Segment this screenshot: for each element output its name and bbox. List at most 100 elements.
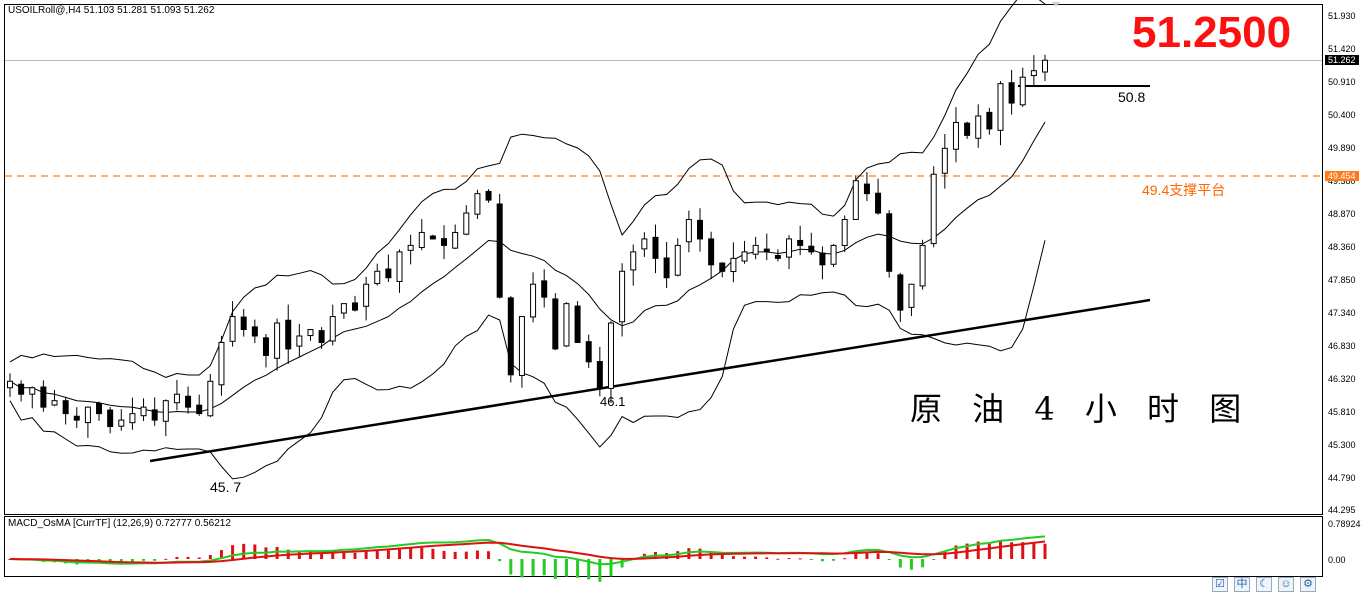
candle-body	[641, 238, 648, 250]
checkbox-icon[interactable]: ☑	[1212, 577, 1228, 592]
macd-line	[9, 535, 1046, 566]
candle-body	[886, 213, 893, 272]
resistance-label: 50.8	[1118, 89, 1146, 105]
macd-histogram-bar	[743, 556, 747, 559]
candle-body	[852, 180, 859, 220]
candle-body	[185, 395, 192, 408]
moon-icon[interactable]: ☾	[1256, 577, 1272, 592]
candle-body	[530, 283, 537, 318]
candle-body	[674, 244, 681, 276]
macd-histogram-bar	[364, 551, 368, 559]
candle-body	[741, 251, 748, 262]
candle-body	[708, 238, 715, 266]
macd-histogram-bar	[765, 557, 769, 559]
price-tick: 49.890	[1328, 142, 1356, 153]
macd-histogram-bar	[475, 550, 479, 559]
candle-body	[596, 361, 603, 389]
candle-body	[118, 419, 125, 427]
macd-histogram-bar	[876, 553, 880, 559]
candle-body	[1008, 82, 1015, 104]
macd-histogram-bar	[553, 559, 557, 580]
candle-body	[541, 280, 548, 298]
candle-body	[663, 257, 670, 279]
band-lower	[9, 240, 1046, 480]
candle-body	[385, 268, 392, 279]
candle-body	[630, 251, 637, 271]
candle-body	[763, 248, 770, 253]
macd-title: MACD_OsMA [CurrTF] (12,26,9) 0.72777 0.5…	[8, 518, 231, 529]
candle-body	[819, 252, 826, 266]
chinese-input-icon[interactable]: 中	[1234, 577, 1250, 592]
candle-body	[774, 254, 781, 259]
macd-histogram-bar	[898, 559, 902, 568]
candle-body	[619, 270, 626, 323]
macd-histogram-bar	[987, 542, 991, 559]
candle-body	[908, 283, 915, 308]
macd-histogram-bar	[130, 559, 134, 563]
candles	[7, 54, 1048, 438]
macd-histogram-bar	[832, 559, 836, 561]
macd-histogram-bar	[498, 559, 502, 562]
candle-body	[574, 305, 581, 343]
macd-indicator	[8, 535, 1047, 582]
bollinger-bands	[9, 0, 1046, 480]
macd-histogram-bar	[865, 551, 869, 559]
candle-body	[73, 415, 80, 421]
macd-histogram-bar	[320, 553, 324, 559]
candle-body	[107, 409, 114, 428]
macd-histogram-bar	[887, 559, 891, 560]
chinese-title: 原 油 4 小 时 图	[910, 390, 1252, 428]
macd-histogram-bar	[754, 556, 758, 559]
candle-body	[18, 383, 25, 395]
price-tick: 44.790	[1328, 472, 1356, 483]
chart-title: USOILRoll@,H4 51.103 51.281 51.093 51.26…	[8, 5, 215, 16]
macd-histogram-bar	[998, 540, 1002, 559]
macd-axis-top: 0.78924	[1328, 519, 1361, 529]
candle-body	[40, 386, 47, 408]
settings-icon[interactable]: ⚙	[1300, 577, 1316, 592]
price-tick: 48.870	[1328, 208, 1356, 219]
macd-histogram-bar	[442, 550, 446, 559]
candle-body	[941, 147, 948, 174]
candle-body	[997, 83, 1004, 131]
macd-histogram-bar	[587, 559, 591, 580]
macd-frame	[4, 516, 1323, 577]
macd-histogram-bar	[687, 548, 691, 559]
macd-axis-zero: 0.00	[1328, 555, 1346, 565]
candle-body	[251, 326, 258, 337]
candle-body	[229, 316, 236, 342]
candle-body	[7, 380, 13, 389]
macd-histogram-bar	[843, 558, 847, 560]
macd-histogram-bar	[820, 559, 824, 562]
current-price-tag: 51.262	[1325, 55, 1359, 65]
candle-body	[786, 238, 793, 258]
macd-histogram-bar	[219, 550, 223, 559]
candle-body	[207, 380, 214, 417]
candle-body	[352, 302, 358, 311]
smiley-icon[interactable]: ☺	[1278, 577, 1294, 592]
candle-body	[719, 262, 726, 272]
macd-histogram-bar	[509, 559, 513, 575]
macd-histogram-bar	[453, 551, 457, 559]
macd-histogram-bar	[431, 548, 435, 559]
support-price-tag: 49.454	[1325, 171, 1359, 181]
candle-body	[975, 115, 982, 139]
price-tick: 45.810	[1328, 406, 1356, 417]
macd-histogram-bar	[520, 559, 524, 578]
candle-body	[173, 393, 180, 404]
candle-body	[240, 316, 247, 331]
macd-histogram-bar	[409, 548, 413, 559]
candle-body	[830, 244, 837, 265]
price-tick: 46.830	[1328, 340, 1356, 351]
macd-histogram-bar	[731, 556, 735, 559]
candle-body	[919, 244, 926, 287]
macd-histogram-bar	[242, 543, 246, 559]
candle-body	[875, 192, 882, 214]
candle-body	[652, 236, 659, 259]
toolbar: ☑ 中 ☾ ☺ ⚙	[1212, 577, 1316, 592]
candle-body	[752, 244, 759, 255]
macd-histogram-bar	[609, 559, 613, 577]
low-label-2: 46.1	[600, 394, 626, 409]
price-tick: 45.300	[1328, 439, 1356, 450]
